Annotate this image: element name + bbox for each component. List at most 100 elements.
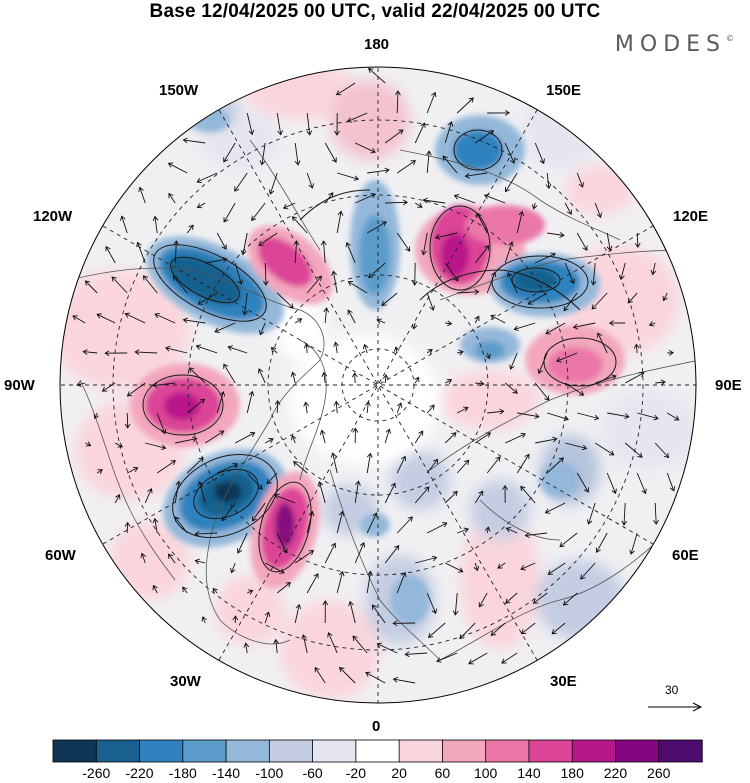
wind-arrow <box>194 531 218 537</box>
wind-arrow <box>475 380 485 387</box>
lon-label-60w: 60W <box>45 547 76 564</box>
wind-arrow <box>426 458 439 474</box>
wind-arrow <box>457 289 480 295</box>
wind-arrow <box>544 502 566 514</box>
wind-arrow <box>505 172 518 193</box>
wind-arrow <box>182 137 206 144</box>
wind-arrow <box>212 587 218 594</box>
wind-arrow <box>531 202 538 210</box>
wind-arrow <box>294 550 315 564</box>
colorbar-swatch <box>95 739 141 763</box>
wind-arrow <box>246 112 255 136</box>
wind-arrow <box>276 581 291 594</box>
wind-arrow <box>457 527 469 534</box>
wind-arrow <box>347 309 356 324</box>
wind-arrow <box>323 307 330 324</box>
wind-arrow <box>268 172 278 195</box>
wind-arrow <box>486 271 497 294</box>
wind-arrow <box>351 372 358 384</box>
wind-arrow <box>140 552 146 564</box>
wind-arrow <box>104 350 128 357</box>
wind-arrow <box>591 292 608 310</box>
wind-arrow <box>175 436 198 444</box>
wind-arrow <box>324 192 334 204</box>
wind-arrow <box>636 472 647 495</box>
wind-arrow <box>223 202 236 223</box>
wind-arrow <box>223 142 236 163</box>
wind-arrow <box>138 186 146 204</box>
wind-arrow <box>173 240 180 264</box>
colorbar-tick-label: -180 <box>168 765 197 781</box>
wind-arrow <box>114 442 124 448</box>
wind-arrow <box>182 317 206 324</box>
map-field <box>60 67 696 703</box>
wind-arrow <box>385 199 409 206</box>
wind-arrow <box>174 480 182 504</box>
wind-arrow <box>505 592 518 604</box>
wind-arrow <box>320 240 327 264</box>
strong-anomaly-cells <box>130 108 625 625</box>
wind-arrow <box>82 349 98 355</box>
wind-arrow <box>415 555 438 564</box>
wind-arrow <box>317 480 326 504</box>
reference-vector-label: 30 <box>665 683 679 697</box>
wind-arrow <box>354 542 366 564</box>
colorbar-swatch <box>268 739 314 763</box>
wind-arrow <box>366 221 387 234</box>
wind-arrow <box>535 436 558 444</box>
wind-arrow <box>306 112 313 136</box>
wind-arrow <box>595 532 608 553</box>
lon-label-30w: 30W <box>170 673 201 690</box>
colorbar-tick-label: 180 <box>560 765 584 781</box>
wind-arrow <box>564 382 585 396</box>
wind-arrow <box>362 343 369 354</box>
wind-arrow <box>396 571 407 594</box>
colorbar-swatch <box>485 739 530 763</box>
wind-arrow <box>333 341 339 354</box>
wind-arrow <box>334 112 340 136</box>
wind-arrow <box>205 256 228 264</box>
wind-arrow <box>354 480 361 504</box>
wind-arrow <box>303 343 310 354</box>
wind-arrow <box>346 112 368 123</box>
wind-arrow <box>534 142 545 165</box>
wind-arrow <box>221 502 236 522</box>
wind-arrow <box>577 412 600 421</box>
wind-arrow <box>456 97 474 114</box>
wind-arrow <box>474 130 495 144</box>
wind-arrow <box>294 318 303 324</box>
wind-arrow <box>306 275 322 294</box>
wind-arrow <box>505 527 518 534</box>
lon-label-120e: 120E <box>673 208 709 225</box>
wind-arrow <box>444 262 459 282</box>
wind-arrow <box>321 371 328 384</box>
wind-arrow <box>335 82 356 96</box>
wind-arrow <box>258 232 278 246</box>
wind-arrow <box>197 292 218 305</box>
wind-arrow <box>545 322 566 335</box>
wind-arrow <box>608 320 626 326</box>
wind-arrow <box>457 349 464 356</box>
wind-arrow <box>314 666 326 684</box>
wind-arrow <box>490 622 506 636</box>
wind-arrow <box>366 570 373 594</box>
wind-arrow <box>580 562 596 580</box>
colorbar-swatch <box>615 739 660 763</box>
wind-arrow <box>144 488 153 504</box>
colorbar-swatch <box>528 739 573 763</box>
colorbar-swatch <box>658 739 703 763</box>
wind-arrow <box>330 452 338 474</box>
wind-arrow <box>348 600 356 624</box>
wind-arrow <box>336 570 345 594</box>
wind-arrow <box>188 367 206 384</box>
lon-label-150e: 150E <box>546 82 582 99</box>
wind-arrow <box>352 427 359 444</box>
wind-arrow <box>595 374 617 384</box>
brand-mark: © <box>726 34 734 43</box>
wind-arrow <box>152 584 158 594</box>
wind-arrow <box>376 318 386 324</box>
wind-arrow <box>216 232 227 250</box>
wind-arrow <box>126 466 139 474</box>
wind-arrow <box>483 193 506 204</box>
wind-arrow <box>246 472 263 490</box>
